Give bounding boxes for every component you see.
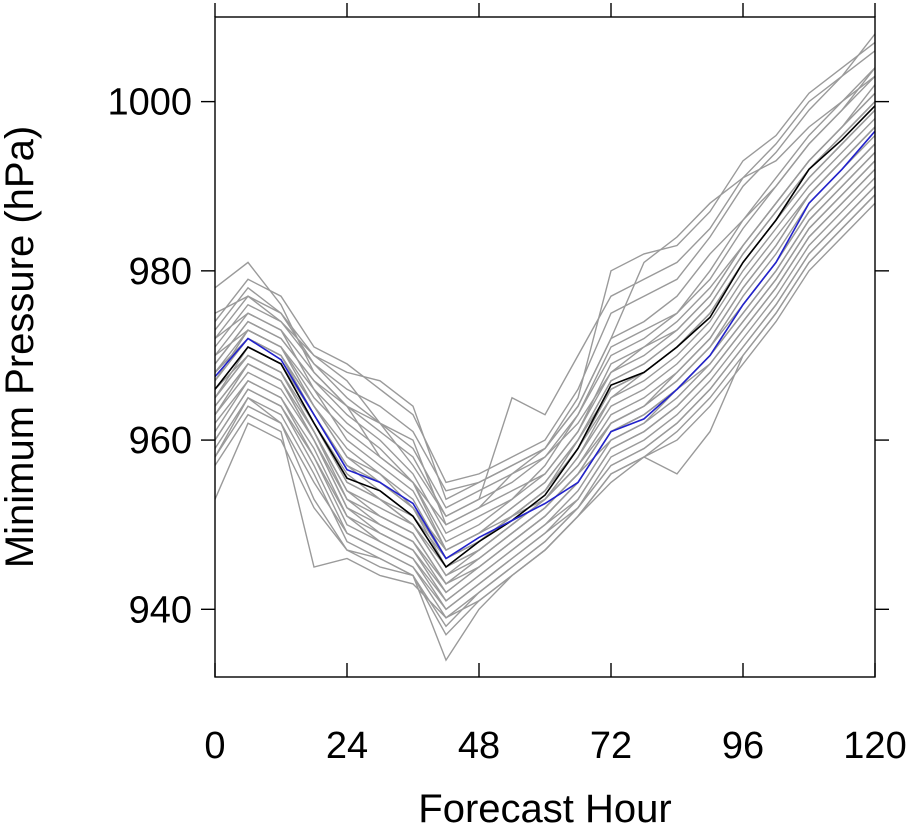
member-line-29: [214, 109, 876, 552]
plot-frame: [214, 16, 876, 678]
member-line-11: [214, 33, 876, 484]
member-line-28: [214, 92, 876, 526]
x-tick-label-0: 0: [204, 725, 225, 767]
axis-ticks: [201, 3, 889, 677]
member-line-32: [214, 185, 876, 611]
member-line-26: [214, 194, 876, 636]
x-tick-labels: 0 24 48 72 96 120: [204, 725, 906, 767]
member-line-12: [214, 67, 876, 509]
member-line-2: [214, 84, 876, 518]
highlight-line: [214, 130, 876, 560]
member-line-19: [214, 202, 876, 619]
x-tick-label-120: 120: [843, 725, 906, 767]
member-line-33: [214, 101, 876, 569]
y-tick-labels: 940 960 980 1000: [107, 82, 192, 632]
mean-line: [214, 105, 876, 569]
x-axis-label: Forecast Hour: [418, 787, 671, 827]
highlight-run: [214, 130, 876, 560]
member-line-3: [214, 109, 876, 552]
x-tick-label-72: 72: [590, 725, 632, 767]
x-tick-label-48: 48: [458, 725, 500, 767]
ensemble-mean: [214, 105, 876, 569]
member-line-21: [214, 50, 876, 518]
y-tick-label-940: 940: [129, 589, 192, 631]
x-tick-label-96: 96: [722, 725, 764, 767]
member-line-34: [214, 126, 876, 560]
member-line-31: [214, 151, 876, 594]
member-line-25: [214, 168, 876, 602]
ensemble-members: [214, 33, 876, 662]
member-line-35: [214, 160, 876, 585]
y-axis-label: Minimum Pressure (hPa): [0, 126, 42, 568]
y-tick-label-1000: 1000: [107, 82, 192, 124]
member-line-10: [214, 194, 876, 662]
y-tick-label-960: 960: [129, 420, 192, 462]
x-tick-label-24: 24: [326, 725, 368, 767]
y-tick-label-980: 980: [129, 251, 192, 293]
member-line-27: [214, 75, 876, 501]
member-line-22: [214, 75, 876, 543]
